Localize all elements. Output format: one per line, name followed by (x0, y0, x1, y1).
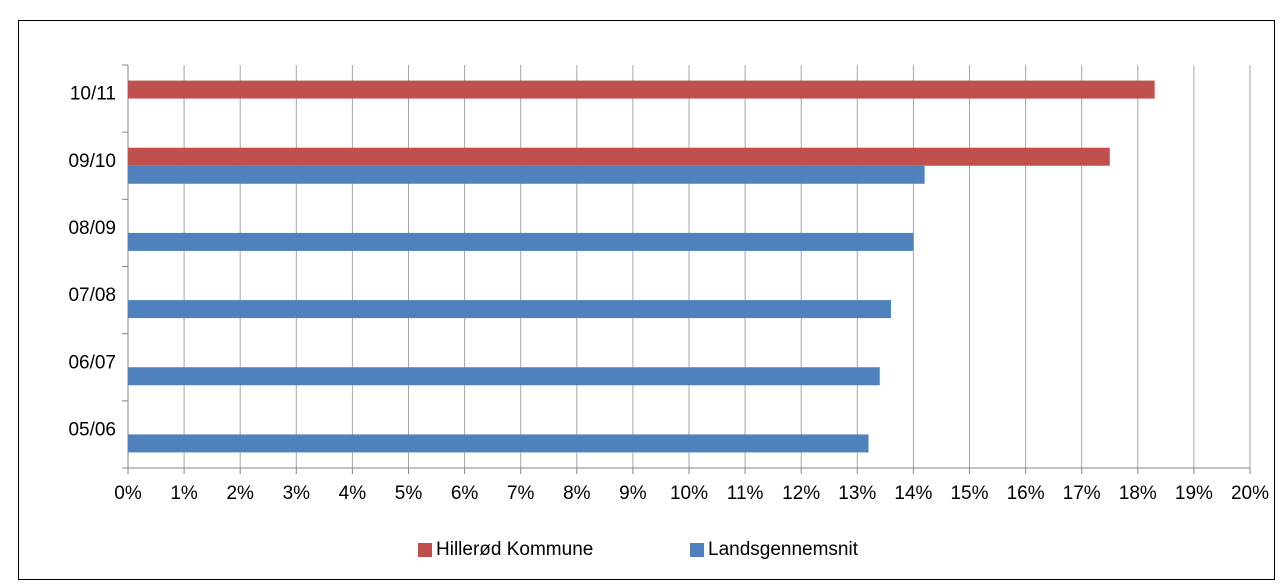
y-tick-label: 08/09 (68, 218, 116, 239)
x-tick-label: 6% (451, 483, 479, 504)
x-tick-label: 8% (563, 483, 591, 504)
legend-label: Hillerød Kommune (436, 539, 593, 560)
legend-label: Landsgennemsnit (708, 539, 859, 560)
x-tick-label: 14% (894, 483, 932, 504)
bar (128, 232, 914, 251)
x-tick-label: 18% (1119, 483, 1157, 504)
x-tick-label: 20% (1231, 483, 1269, 504)
x-tick-label: 19% (1175, 483, 1213, 504)
bar (128, 367, 880, 386)
x-tick-label: 9% (619, 483, 647, 504)
x-tick-label: 1% (170, 483, 198, 504)
x-tick-label: 15% (950, 483, 988, 504)
y-tick-label: 06/07 (68, 352, 116, 373)
x-tick-label: 2% (226, 483, 254, 504)
chart-frame (18, 20, 1275, 580)
bar (128, 165, 925, 184)
x-tick-label: 3% (283, 483, 311, 504)
legend-swatch (690, 543, 704, 557)
y-tick-label: 07/08 (68, 285, 116, 306)
x-tick-label: 12% (782, 483, 820, 504)
bar (128, 300, 891, 319)
x-tick-label: 16% (1007, 483, 1045, 504)
bar (128, 434, 869, 453)
y-tick-label: 05/06 (68, 419, 116, 440)
x-tick-label: 11% (727, 483, 764, 504)
x-tick-label: 17% (1063, 483, 1101, 504)
x-tick-label: 13% (838, 483, 876, 504)
x-tick-label: 4% (339, 483, 367, 504)
y-tick-label: 09/10 (68, 151, 116, 172)
y-tick-label: 10/11 (70, 84, 116, 105)
x-tick-label: 7% (507, 483, 535, 504)
bar (128, 80, 1155, 99)
x-tick-label: 5% (395, 483, 423, 504)
x-tick-label: 0% (114, 483, 142, 504)
x-tick-label: 10% (670, 483, 708, 504)
bar (128, 147, 1110, 166)
legend-swatch (418, 543, 432, 557)
